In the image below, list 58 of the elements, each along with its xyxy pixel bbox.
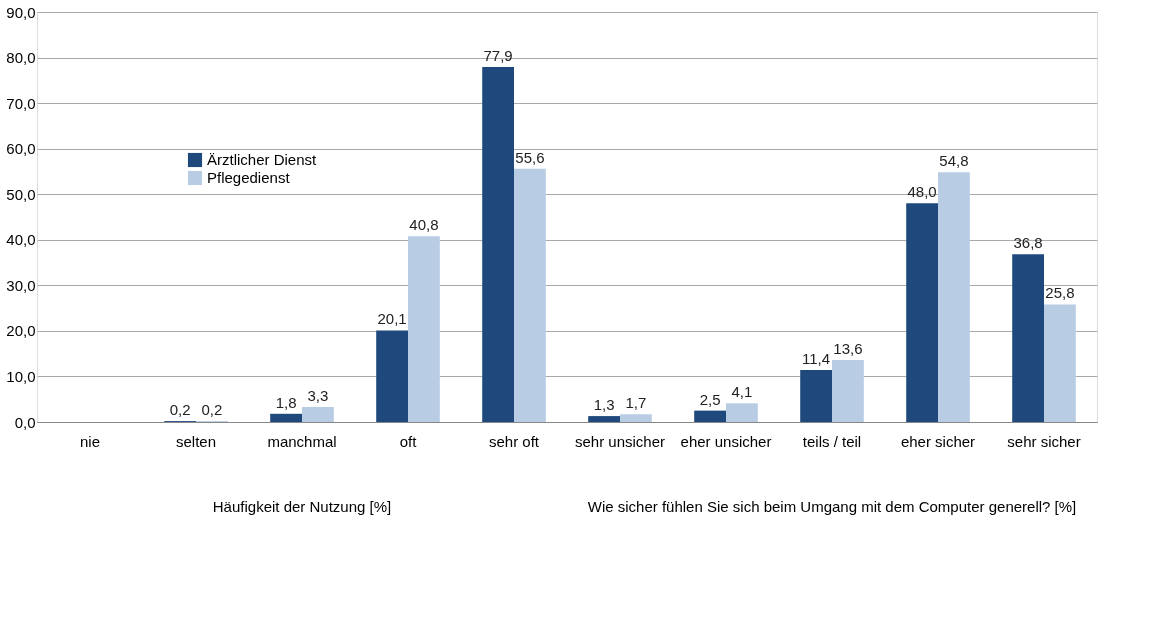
bar	[482, 67, 514, 422]
data-label: 0,2	[169, 401, 191, 419]
bar	[270, 413, 302, 422]
data-label: 0,2	[201, 401, 223, 419]
x-tick-label: nie	[79, 432, 101, 450]
data-label: 1,3	[593, 396, 615, 414]
y-tick-label: 20,0	[6, 322, 36, 340]
bar	[302, 406, 334, 422]
text: Wie sicher fühlen Sie sich beim Umgang mit dem Computer generell? [%]	[587, 498, 1077, 515]
bar	[906, 203, 938, 422]
x-tick-label: sehr sicher	[1007, 432, 1081, 450]
bar	[408, 236, 440, 422]
data-label: 1,7	[625, 394, 647, 412]
bar	[588, 416, 620, 422]
y-tick-label: 0,0	[14, 413, 36, 431]
bar	[938, 172, 970, 422]
x-tick-label: manchmal	[267, 432, 337, 450]
y-tick-label: 80,0	[6, 49, 36, 67]
x-tick-label: eher unsicher	[680, 432, 772, 450]
data-label: 3,3	[307, 386, 329, 404]
data-label: 55,6	[515, 148, 545, 166]
legend-label: Pflegedienst	[207, 169, 291, 186]
x-tick-label: eher sicher	[900, 432, 976, 450]
data-label: 40,8	[409, 216, 439, 234]
data-label: 25,8	[1045, 284, 1075, 302]
data-label: 13,6	[833, 340, 863, 358]
bar	[694, 410, 726, 422]
data-label: 48,0	[907, 183, 937, 201]
data-label: 54,8	[939, 152, 969, 170]
data-label: 77,9	[483, 47, 513, 65]
bar	[514, 168, 546, 422]
data-label: 1,8	[275, 393, 297, 411]
bar	[1012, 254, 1044, 422]
y-tick-label: 70,0	[6, 94, 36, 112]
bar	[726, 403, 758, 422]
x-tick-label: sehr oft	[488, 432, 540, 450]
data-label: 4,1	[731, 383, 753, 401]
x-tick-label: teils / teil	[802, 432, 862, 450]
bar	[620, 414, 652, 422]
y-tick-label: 30,0	[6, 276, 36, 294]
y-tick-label: 90,0	[6, 3, 36, 21]
bar	[832, 360, 864, 422]
data-label: 36,8	[1013, 234, 1043, 252]
bar	[376, 330, 408, 422]
legend-label: Ärztlicher Dienst	[207, 151, 318, 168]
x-tick-label: sehr unsicher	[574, 432, 666, 450]
data-label: 2,5	[699, 390, 721, 408]
x-tick-label: selten	[175, 432, 217, 450]
data-label: 20,1	[377, 310, 407, 328]
y-tick-label: 40,0	[6, 231, 36, 249]
y-tick-label: 50,0	[6, 185, 36, 203]
bar	[800, 370, 832, 422]
y-tick-label: 60,0	[6, 140, 36, 158]
data-label: 11,4	[802, 350, 831, 368]
bar	[1044, 304, 1076, 422]
x-tick-label: oft	[399, 432, 418, 450]
text: Häufigkeit der Nutzung [%]	[212, 498, 392, 515]
y-tick-label: 10,0	[6, 367, 36, 385]
